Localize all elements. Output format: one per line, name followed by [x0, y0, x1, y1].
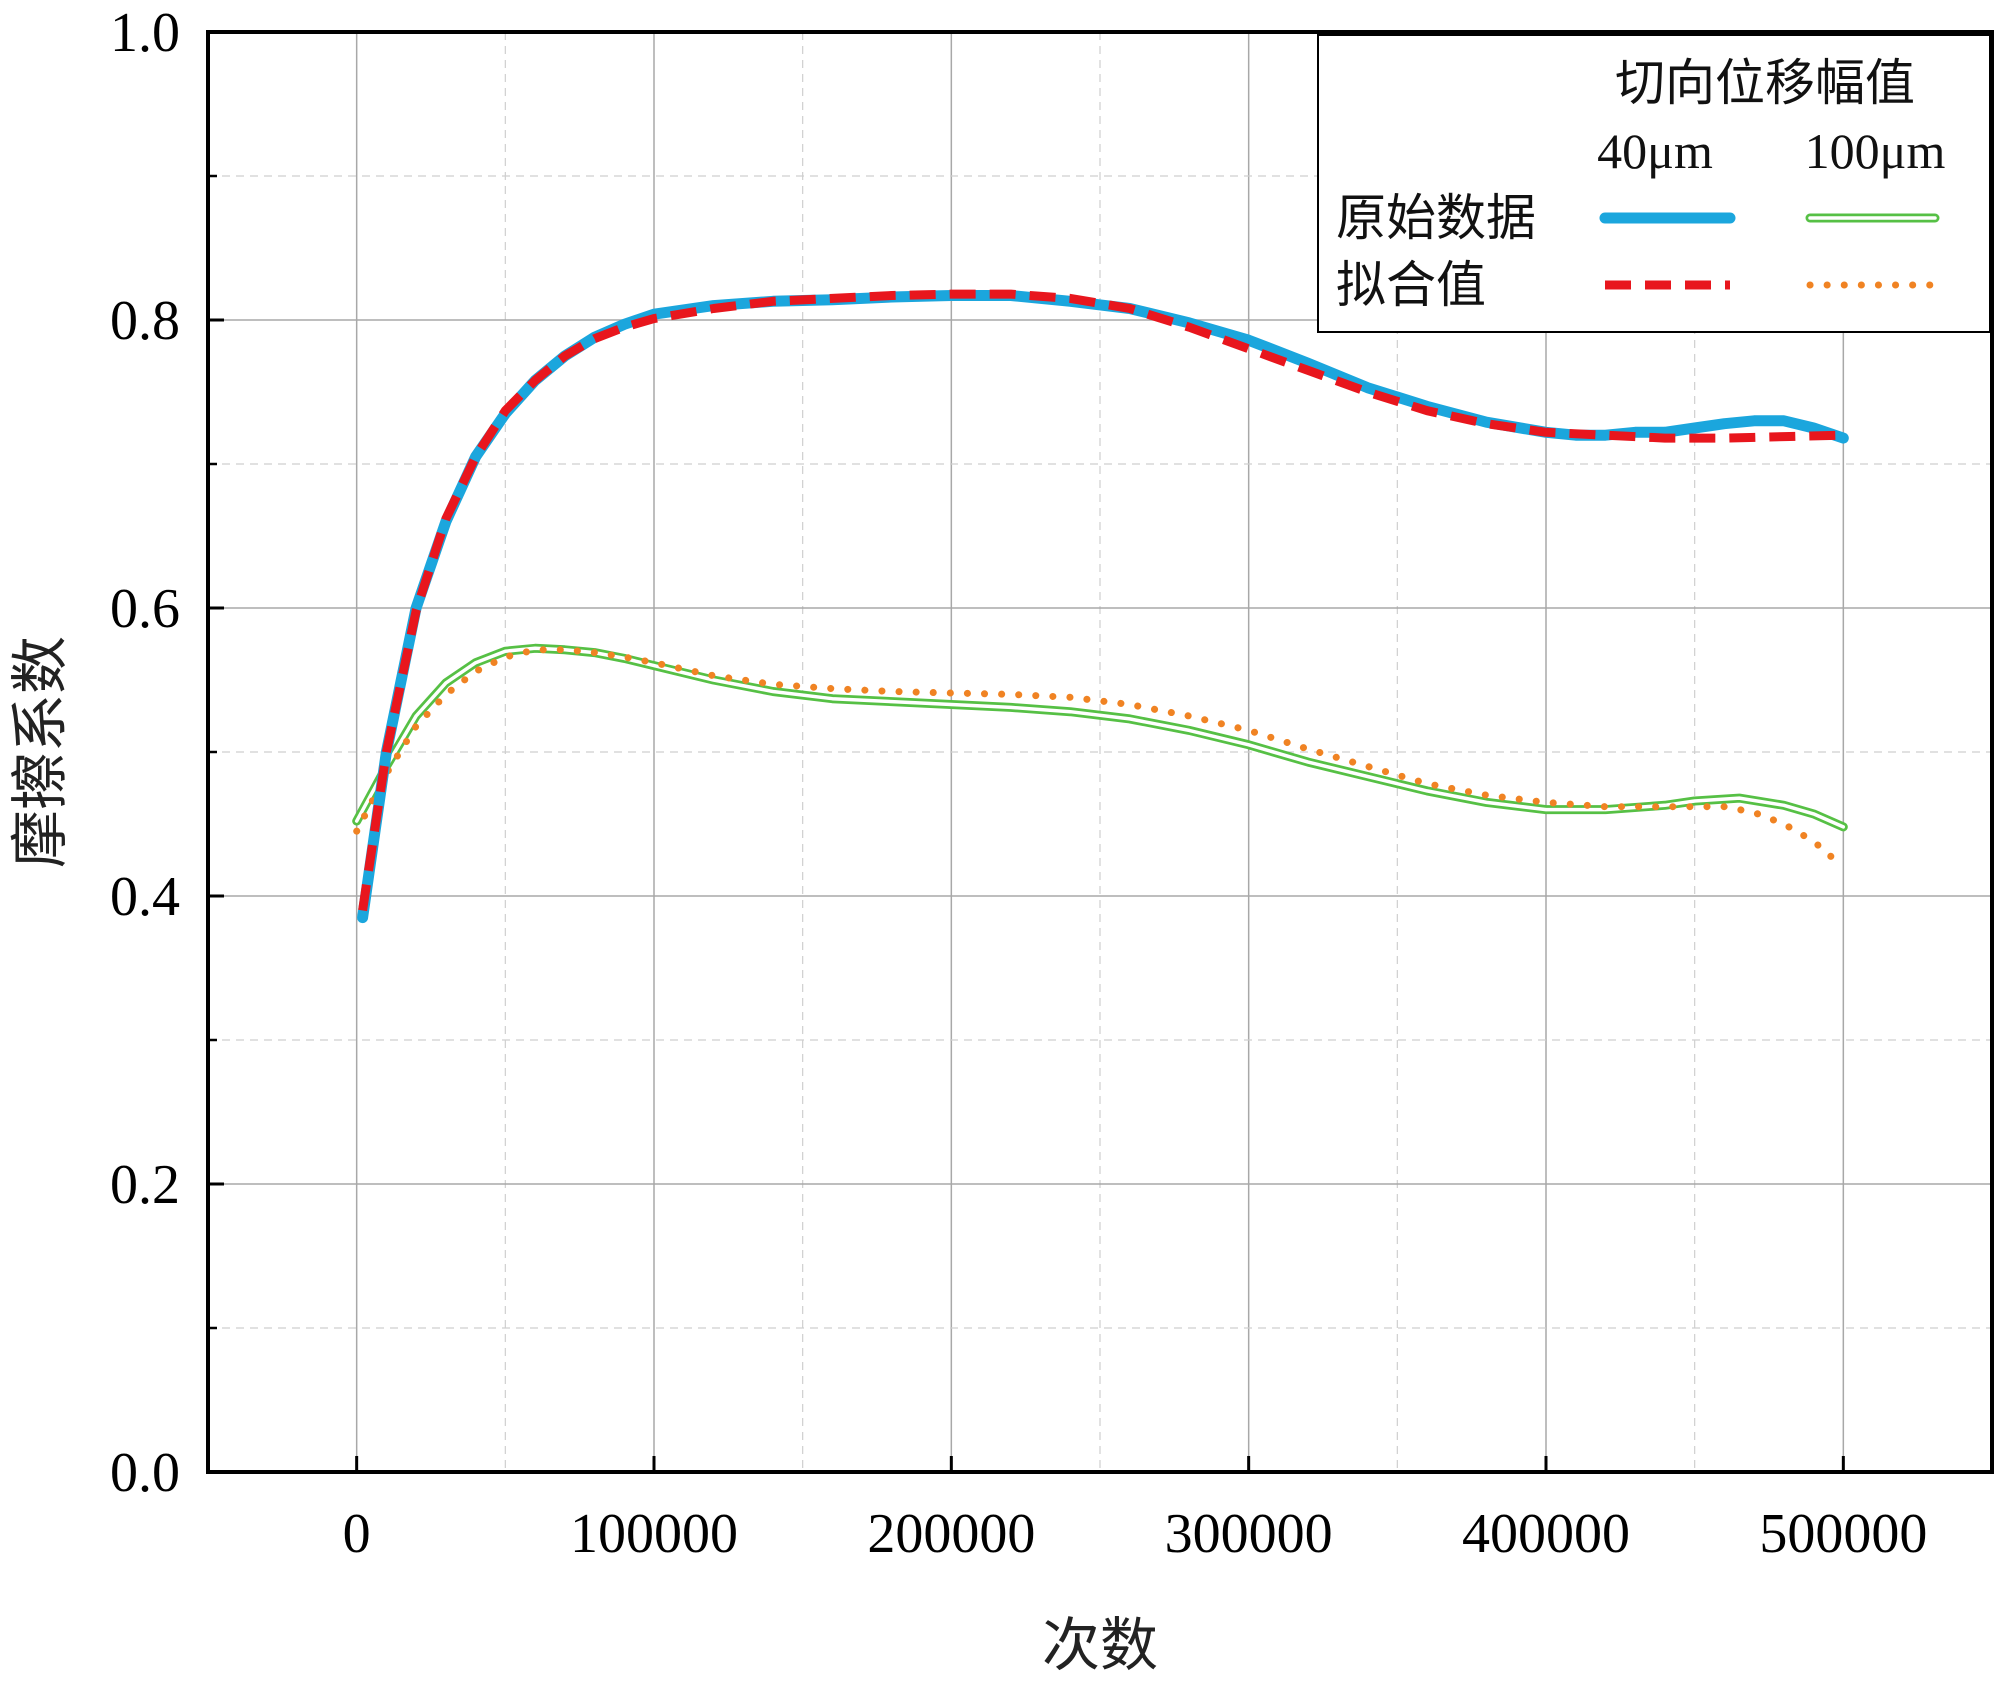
series-line-3-inner — [354, 646, 1846, 829]
legend-row-raw: 原始数据 — [1336, 189, 1536, 247]
x-tick-label: 200000 — [867, 1503, 1035, 1565]
legend-row-fit: 拟合值 — [1336, 256, 1486, 314]
legend-col-100um: 100μm — [1805, 123, 1946, 179]
x-tick-label: 400000 — [1462, 1503, 1630, 1565]
y-tick-label: 1.0 — [110, 2, 180, 64]
y-tick-label: 0.0 — [110, 1442, 180, 1504]
y-axis-title: 摩擦系数 — [6, 636, 74, 868]
y-tick-label: 0.6 — [110, 578, 180, 640]
y-tick-label: 0.4 — [110, 866, 180, 928]
series-line-2 — [358, 289, 1844, 912]
data-series — [352, 289, 1849, 924]
grid-lines — [208, 32, 1992, 1472]
series-line-1 — [357, 290, 1849, 924]
x-tick-label: 500000 — [1759, 1503, 1927, 1565]
axis-ticks — [208, 30, 1845, 1474]
legend-swatches — [1599, 212, 1940, 290]
y-tick-labels: 0.0 0.2 0.4 0.6 0.8 1.0 — [110, 2, 180, 1504]
x-tick-labels: 0 100000 200000 300000 400000 500000 — [343, 1503, 1928, 1565]
legend-col-40um: 40μm — [1597, 123, 1713, 179]
x-tick-label: 0 — [343, 1503, 371, 1565]
y-tick-label: 0.2 — [110, 1154, 180, 1216]
x-axis-title: 次数 — [1042, 1611, 1158, 1679]
y-tick-label: 0.8 — [110, 290, 180, 352]
x-tick-label: 300000 — [1165, 1503, 1333, 1565]
legend: 切向位移幅值 40μm 100μm 原始数据 拟合值 — [1317, 34, 1991, 333]
legend-title: 切向位移幅值 — [1615, 54, 1915, 112]
x-tick-label: 100000 — [570, 1503, 738, 1565]
